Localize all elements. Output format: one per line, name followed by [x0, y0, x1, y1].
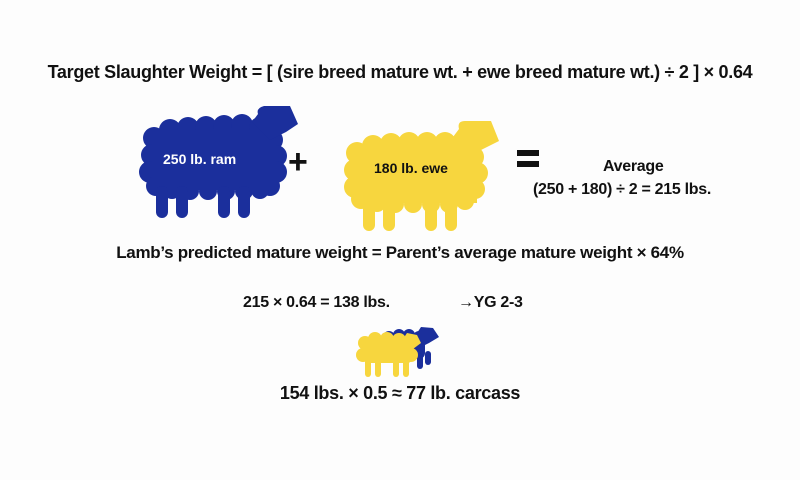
formula-title: Target Slaughter Weight = [ (sire breed …: [47, 62, 753, 82]
result-calculation: 215 × 0.64 = 138 lbs.: [243, 294, 390, 311]
ram-label: 250 lb. ram: [163, 151, 237, 167]
ewe-sheep-icon: [344, 121, 499, 231]
carcass-calculation: 154 lbs. × 0.5 ≈ 77 lb. carcass: [279, 383, 521, 403]
average-calculation: (250 + 180) ÷ 2 = 215 lbs.: [533, 181, 711, 198]
average-label: Average: [603, 158, 664, 175]
rule-statement: Lamb’s predicted mature weight = Parent’…: [116, 243, 684, 262]
plus-operator: +: [288, 143, 308, 181]
equals-icon: [517, 150, 539, 172]
ewe-label: 180 lb. ewe: [374, 160, 448, 176]
yield-grade: →YG 2-3: [458, 294, 523, 311]
ram-sheep-icon: [139, 106, 298, 218]
lambs-icon: [356, 327, 439, 377]
